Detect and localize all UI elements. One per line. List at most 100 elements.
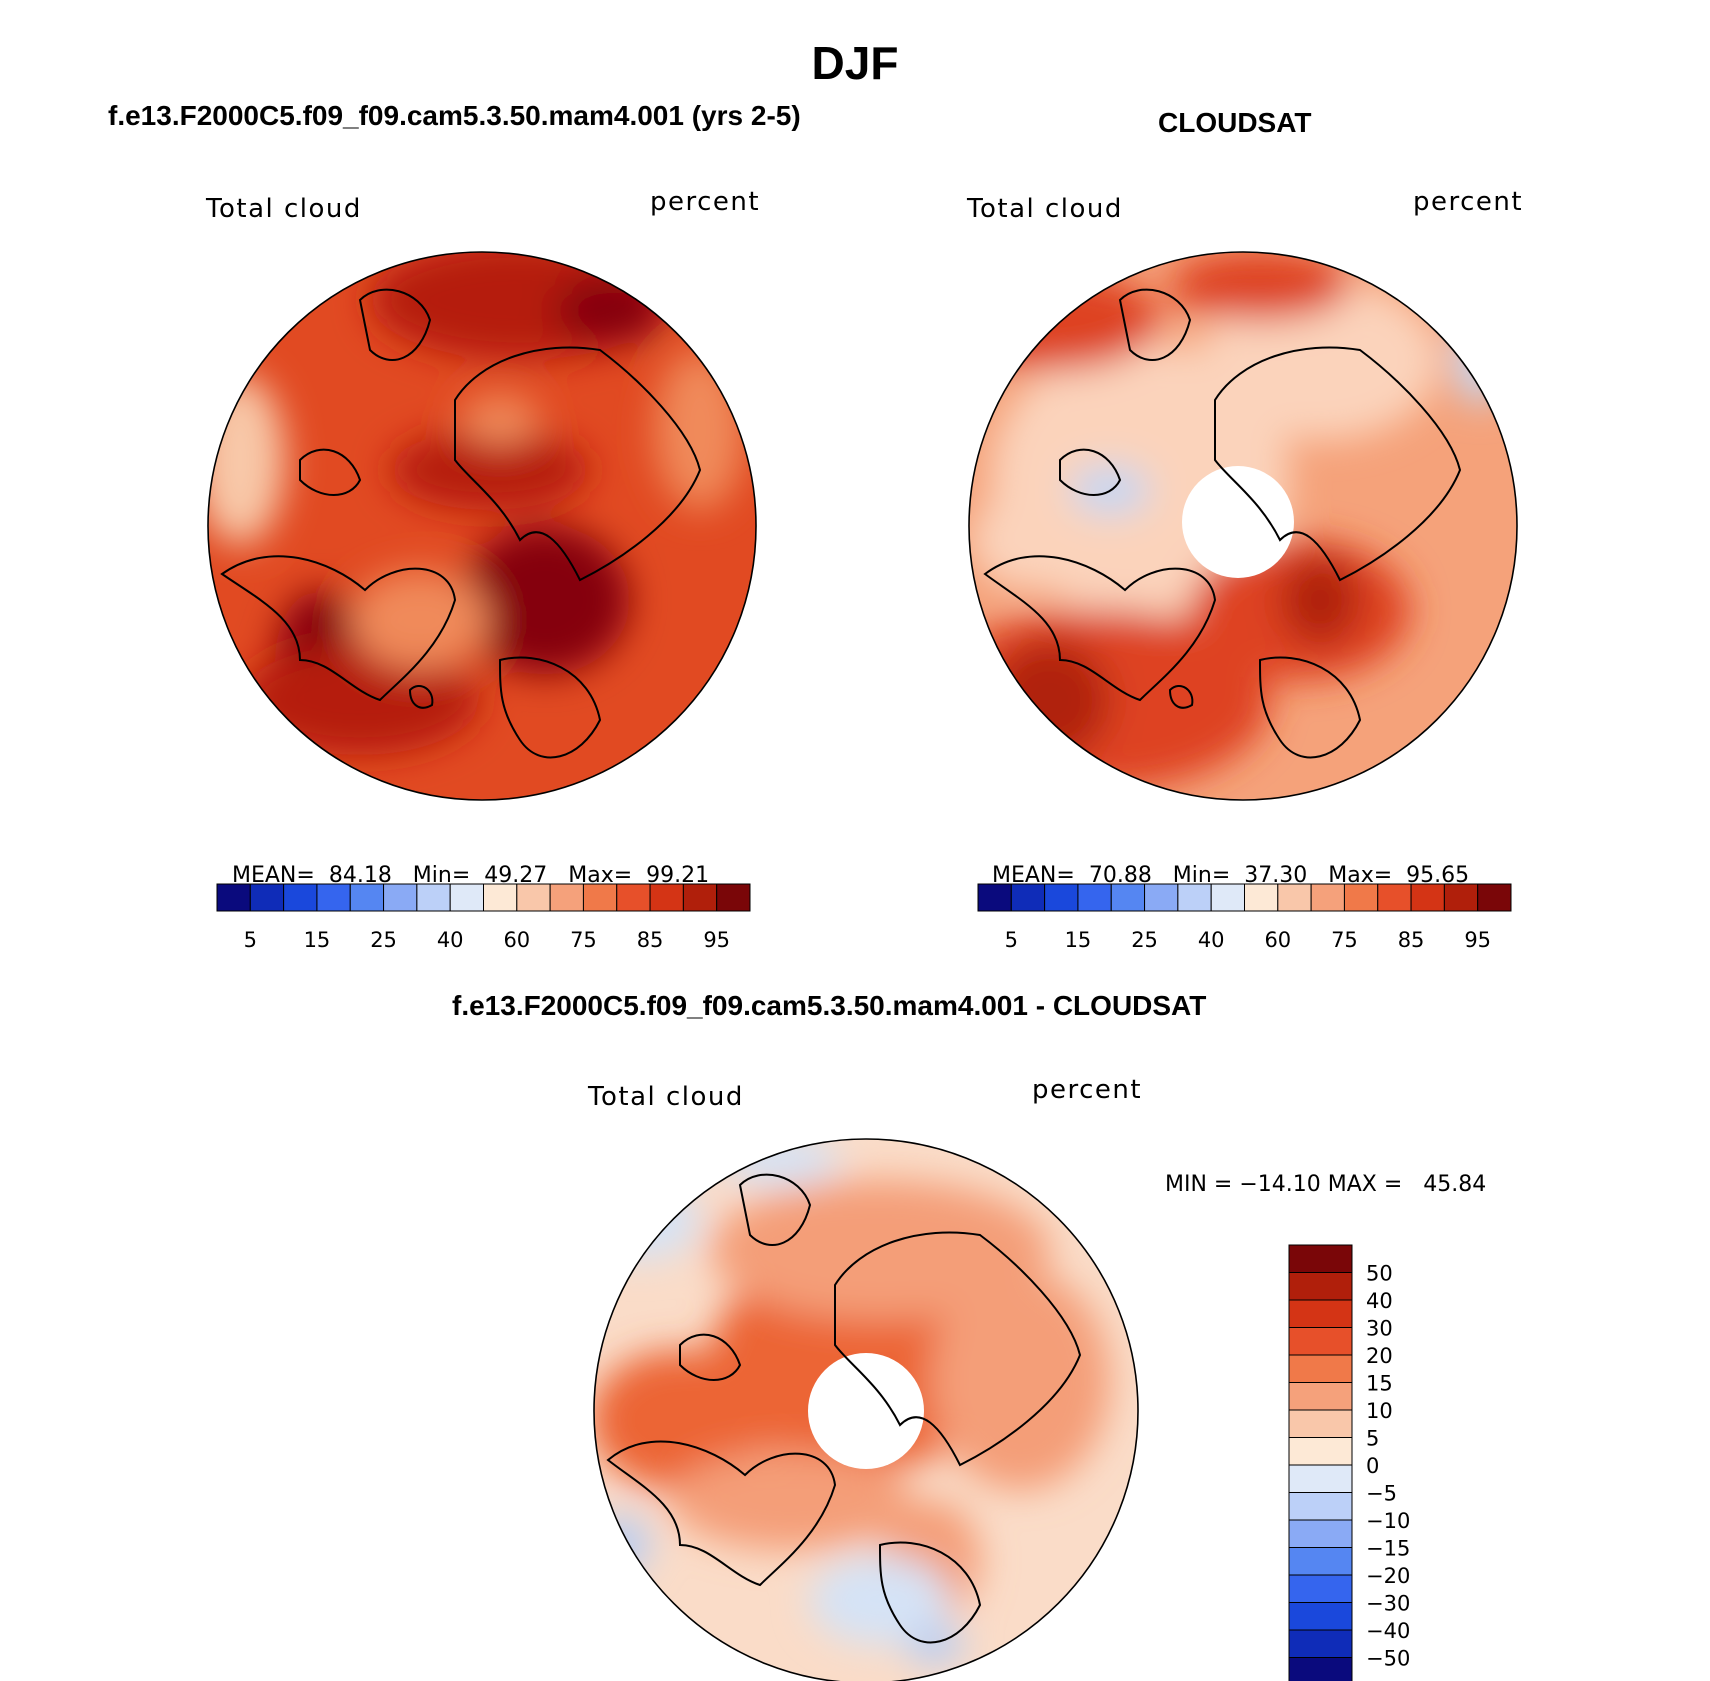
obs-colorbar-tick-label: 85 (1398, 928, 1425, 952)
model-colorbar-tick-label: 60 (503, 928, 530, 952)
diff-colorbar-tick-label: 20 (1366, 1344, 1393, 1368)
diff-colorbar-swatch (1288, 1244, 1353, 1273)
diff-map-patterns (594, 1139, 1110, 1665)
obs-variable-label: Total cloud (967, 194, 1123, 224)
panel-obs-title: CLOUDSAT (1158, 107, 1312, 138)
diff-colorbar-swatch (1288, 1547, 1353, 1576)
diff-colorbar-tick-label: −40 (1366, 1619, 1410, 1643)
panel-model-title: f.e13.F2000C5.f09_f09.cam5.3.50.mam4.001… (108, 100, 801, 131)
page-title: DJF (811, 37, 899, 89)
model-colorbar-swatch (516, 883, 551, 912)
obs-colorbar-tick-label: 15 (1065, 928, 1092, 952)
diff-stats: MIN = −14.10 MAX = 45.84 (1165, 1172, 1487, 1197)
obs-colorbar-swatch (1044, 883, 1079, 912)
model-colorbar-tick-label: 5 (244, 928, 257, 952)
diff-coastlines (606, 1173, 1082, 1644)
obs-map (968, 251, 1518, 801)
diff-colorbar-swatch (1288, 1354, 1353, 1383)
obs-colorbar: 5 15 25 40 60 75 85 95 (977, 883, 1512, 952)
diff-colorbar-swatch (1288, 1492, 1353, 1521)
model-colorbar-swatch (416, 883, 451, 912)
model-coastlines (220, 288, 702, 759)
obs-colorbar-tick-label: 95 (1464, 928, 1491, 952)
obs-colorbar-swatch (1477, 883, 1512, 912)
diff-map-border (593, 1138, 1139, 1681)
diff-colorbar-swatch (1288, 1327, 1353, 1356)
diff-colorbar-swatch (1288, 1272, 1353, 1301)
diff-colorbar-swatch (1288, 1574, 1353, 1603)
model-colorbar-swatch (549, 883, 584, 912)
obs-coastlines (983, 288, 1462, 759)
panel-diff-title: f.e13.F2000C5.f09_f09.cam5.3.50.mam4.001… (452, 990, 1207, 1021)
model-colorbar-tick-label: 40 (437, 928, 464, 952)
diff-colorbar-swatch (1288, 1602, 1353, 1631)
obs-colorbar-swatch (977, 883, 1012, 912)
diff-map (593, 1138, 1139, 1681)
obs-colorbar-tick-label: 25 (1131, 928, 1158, 952)
diff-units-label: percent (1032, 1075, 1143, 1105)
model-colorbar-tick-label: 25 (370, 928, 397, 952)
diff-colorbar-tick-label: 0 (1366, 1454, 1379, 1478)
model-colorbar-swatch (682, 883, 718, 912)
diff-colorbar-tick-label: −15 (1366, 1537, 1410, 1561)
diff-colorbar-swatch (1288, 1409, 1353, 1438)
obs-colorbar-tick-label: 60 (1264, 928, 1291, 952)
obs-colorbar-swatch (1377, 883, 1412, 912)
obs-map-missing-data (1182, 466, 1294, 578)
diff-colorbar-swatch (1288, 1382, 1353, 1411)
obs-map-border (968, 251, 1518, 801)
model-colorbar-swatch (649, 883, 684, 912)
model-colorbar-swatch (249, 883, 285, 912)
model-colorbar-swatch (616, 883, 651, 912)
model-colorbar-swatch (582, 883, 618, 912)
model-colorbar-tick-label: 75 (570, 928, 597, 952)
obs-colorbar-swatch (1277, 883, 1312, 912)
diff-colorbar-tick-label: −5 (1366, 1482, 1397, 1506)
model-colorbar-swatch (316, 883, 351, 912)
obs-colorbar-swatch (1343, 883, 1379, 912)
model-colorbar-swatch (216, 883, 251, 912)
diff-colorbar-tick-label: −30 (1366, 1592, 1410, 1616)
diff-colorbar-tick-label: 15 (1366, 1372, 1393, 1396)
model-colorbar-tick-label: 95 (703, 928, 730, 952)
model-colorbar-swatch (483, 883, 518, 912)
obs-colorbar-tick-label: 5 (1005, 928, 1018, 952)
obs-units-label: percent (1413, 187, 1524, 217)
diff-colorbar-swatch (1288, 1519, 1353, 1548)
diff-map-missing-data (808, 1353, 924, 1469)
diff-colorbar-tick-label: 10 (1366, 1399, 1393, 1423)
model-colorbar-tick-label: 15 (304, 928, 331, 952)
model-variable-label: Total cloud (206, 194, 362, 224)
diff-colorbar-tick-label: 40 (1366, 1289, 1393, 1313)
diff-colorbar-swatch (1288, 1299, 1353, 1328)
model-colorbar-swatch (283, 883, 318, 912)
diff-colorbar-tick-label: 50 (1366, 1262, 1393, 1286)
diff-colorbar-tick-label: 5 (1366, 1427, 1379, 1451)
diff-colorbar-tick-label: −50 (1366, 1647, 1410, 1671)
model-map (207, 251, 757, 801)
obs-colorbar-swatch (1177, 883, 1212, 912)
model-colorbar-swatch (716, 883, 751, 912)
model-colorbar-swatch (349, 883, 385, 912)
diff-colorbar-swatch (1288, 1657, 1353, 1681)
model-colorbar-swatch (383, 883, 418, 912)
diff-colorbar-swatch (1288, 1464, 1353, 1493)
diff-colorbar-swatch (1288, 1629, 1353, 1658)
model-colorbar: 5 15 25 40 60 75 85 95 (216, 883, 751, 952)
diff-variable-label: Total cloud (588, 1082, 744, 1112)
obs-colorbar-swatch (1310, 883, 1345, 912)
diff-colorbar-swatch (1288, 1437, 1353, 1466)
obs-colorbar-tick-label: 75 (1331, 928, 1358, 952)
obs-colorbar-swatch (1144, 883, 1179, 912)
obs-colorbar-swatch (1410, 883, 1445, 912)
model-colorbar-tick-label: 85 (637, 928, 664, 952)
obs-colorbar-swatch (1210, 883, 1245, 912)
diff-colorbar-tick-label: −20 (1366, 1564, 1410, 1588)
model-colorbar-swatch (449, 883, 484, 912)
model-units-label: percent (650, 187, 761, 217)
obs-colorbar-swatch (1443, 883, 1479, 912)
diff-colorbar-tick-label: −10 (1366, 1509, 1410, 1533)
obs-colorbar-swatch (1010, 883, 1046, 912)
